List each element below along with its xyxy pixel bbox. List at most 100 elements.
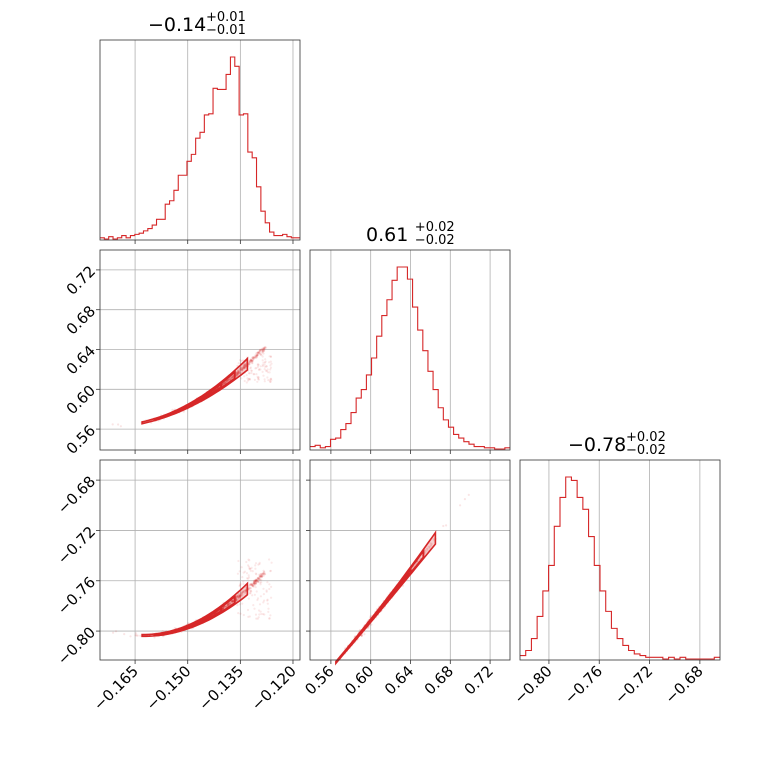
- scatter-point: [252, 355, 255, 359]
- scatter-point: [254, 581, 257, 584]
- x-tick-label-0-1: −0.150: [143, 662, 195, 714]
- scatter-point: [257, 378, 260, 381]
- scatter-point: [257, 363, 260, 366]
- scatter-point: [254, 579, 257, 583]
- scatter-point: [255, 352, 258, 355]
- scatter-point: [231, 599, 234, 603]
- scatter-point: [252, 583, 255, 586]
- scatter-point: [254, 582, 257, 585]
- scatter-point: [242, 366, 245, 369]
- scatter-point: [242, 591, 245, 594]
- scatter-point: [463, 498, 466, 501]
- scatter-point: [250, 583, 253, 586]
- scatter-point: [256, 353, 259, 356]
- x-tick-label-1-1: 0.60: [341, 662, 377, 698]
- scatter-point: [261, 575, 264, 578]
- scatter-point: [244, 363, 247, 366]
- scatter-point: [250, 582, 253, 585]
- scatter-point: [262, 569, 265, 572]
- scatter-point: [242, 589, 245, 593]
- scatter-point: [236, 372, 239, 375]
- scatter-point: [423, 552, 427, 555]
- scatter-point: [235, 595, 238, 599]
- scatter-point: [260, 575, 263, 579]
- scatter-point: [467, 493, 470, 496]
- scatter-point: [241, 590, 244, 594]
- scatter-point: [240, 592, 243, 596]
- scatter-point: [238, 368, 241, 371]
- scatter-point: [223, 382, 226, 385]
- scatter-point: [242, 364, 246, 367]
- scatter-point: [254, 355, 258, 358]
- scatter-point: [255, 579, 258, 582]
- scatter-point: [236, 372, 239, 375]
- scatter-point: [445, 524, 448, 527]
- scatter-point: [242, 367, 245, 370]
- scatter-point: [241, 369, 244, 372]
- scatter-point: [244, 366, 247, 369]
- scatter-point: [266, 602, 269, 605]
- scatter-point: [256, 353, 259, 357]
- scatter-point: [243, 365, 246, 368]
- scatter-point: [259, 610, 262, 613]
- scatter-point: [260, 575, 263, 578]
- scatter-point: [262, 347, 265, 350]
- scatter-point: [255, 579, 258, 582]
- scatter-point: [270, 561, 273, 564]
- scatter-point: [258, 578, 261, 581]
- histogram-1: [310, 266, 510, 450]
- scatter-point: [266, 376, 269, 379]
- param-title-minus-0: −0.01: [206, 23, 246, 38]
- scatter-point: [226, 603, 229, 606]
- scatter-point: [253, 580, 256, 583]
- scatter-point: [238, 594, 241, 598]
- scatter-point: [259, 368, 262, 371]
- scatter-point: [236, 595, 239, 598]
- scatter-point: [268, 355, 271, 358]
- scatter-point: [244, 591, 247, 594]
- scatter-point: [265, 369, 268, 373]
- scatter-point: [263, 613, 266, 616]
- scatter-point: [258, 351, 261, 355]
- scatter-point: [241, 369, 244, 372]
- scatter-point: [263, 349, 266, 352]
- scatter-point: [239, 593, 242, 596]
- scatter-point: [251, 356, 254, 359]
- scatter-point: [254, 562, 258, 565]
- scatter-point: [263, 380, 266, 383]
- scatter-point: [262, 613, 265, 616]
- scatter-point: [249, 586, 252, 589]
- scatter-point: [259, 365, 262, 368]
- scatter-point: [256, 578, 259, 581]
- scatter-point: [254, 578, 257, 582]
- scatter-point: [263, 378, 266, 381]
- scatter-point: [236, 372, 239, 376]
- y-tick-label-1-4: 0.72: [63, 262, 99, 298]
- scatter-point: [236, 599, 239, 602]
- scatter-point: [255, 373, 258, 376]
- scatter-point: [358, 628, 361, 632]
- scatter-point: [265, 590, 268, 593]
- scatter-point: [258, 349, 262, 352]
- scatter-point: [459, 504, 462, 507]
- y-tick-label-1-1: 0.60: [63, 382, 99, 418]
- scatter-point: [262, 574, 265, 577]
- scatter-point: [262, 572, 265, 575]
- scatter-point: [251, 359, 255, 362]
- scatter-point: [257, 376, 260, 379]
- scatter-point: [248, 587, 251, 590]
- scatter-point: [237, 612, 240, 615]
- scatter-point: [242, 364, 245, 367]
- scatter-point: [251, 358, 254, 361]
- scatter-point: [258, 349, 261, 352]
- scatter-point: [236, 594, 239, 597]
- scatter-point: [240, 591, 243, 594]
- scatter-point: [134, 634, 137, 637]
- scatter-point: [237, 596, 240, 599]
- scatter-point: [241, 359, 244, 362]
- scatter-point: [259, 348, 263, 351]
- scatter-point: [228, 602, 231, 605]
- scatter-point: [265, 365, 268, 368]
- x-tick-label-2-0: −0.80: [511, 662, 556, 707]
- scatter-point: [242, 571, 245, 574]
